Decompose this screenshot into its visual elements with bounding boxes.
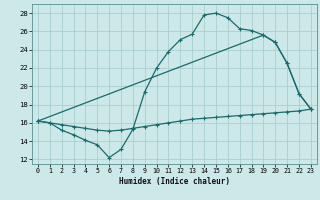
X-axis label: Humidex (Indice chaleur): Humidex (Indice chaleur) xyxy=(119,177,230,186)
